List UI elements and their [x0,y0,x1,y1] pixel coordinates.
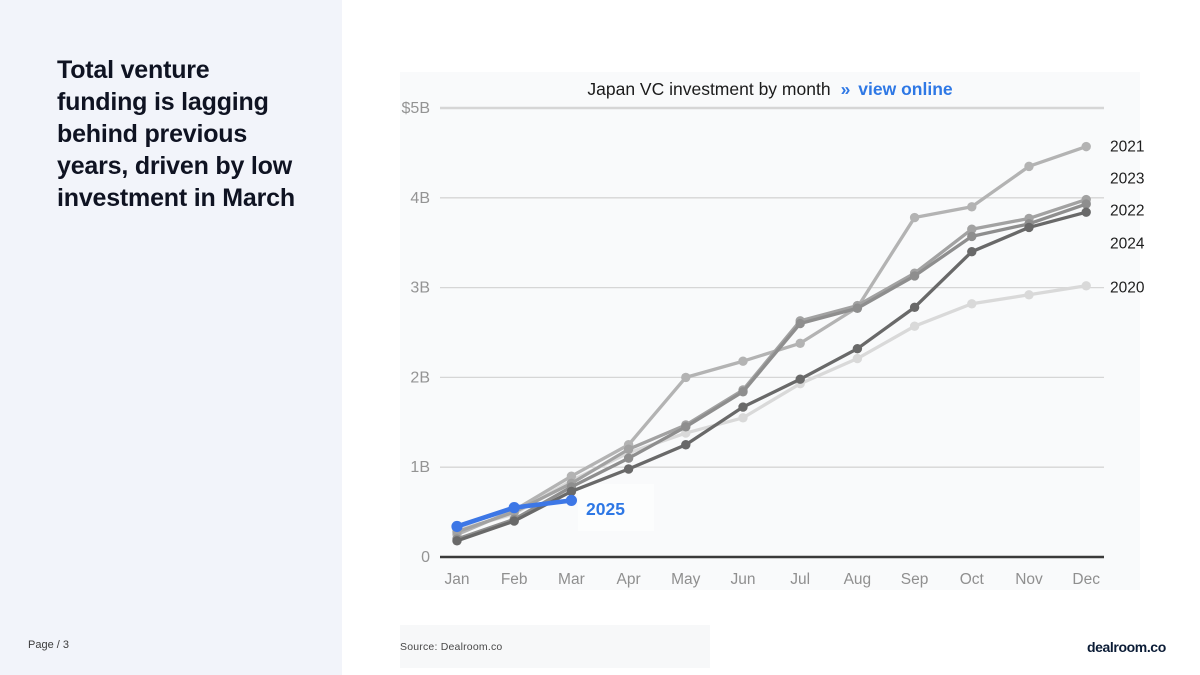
series-label-2020: 2020 [1110,280,1145,297]
series-line-2022 [455,202,1088,541]
page-number: Page / 3 [28,639,69,651]
series-dot-2023 [623,444,634,454]
x-tick-label: Feb [501,571,528,588]
highlight-label-box [578,484,654,531]
series-dot-2021 [566,471,577,481]
x-tick-label: May [671,571,701,588]
series-dot-2024 [1024,222,1034,233]
series-dot-2024 [623,464,634,474]
series-dot-2024 [566,486,577,497]
series-label-2021: 2021 [1110,139,1144,156]
chart-title-text: Japan VC investment by month [587,79,831,99]
series-dot-2020 [1081,281,1091,291]
x-tick-label: Dec [1072,571,1100,588]
series-dot-2024 [1081,207,1091,217]
y-tick-label: 3B [410,280,430,297]
series-dot-2021 [967,202,977,212]
series-label-2023: 2023 [1110,171,1144,188]
series-dot-2023 [967,224,977,234]
x-tick-label: Oct [960,571,985,588]
series-dot-2021 [681,372,691,383]
series-label-2025: 2025 [586,499,625,519]
series-line-2023 [455,197,1088,534]
series-dot-2020 [738,413,748,423]
series-dot-2022 [681,422,691,432]
chart-title: Japan VC investment by month » view online [400,79,1140,100]
series-dot-2022 [738,387,748,397]
y-tick-label: 2B [410,369,430,386]
x-tick-label: Jul [790,571,810,588]
source-attribution: Source: Dealroom.co [400,641,503,653]
series-dot-2025 [451,520,463,533]
series-dot-2020 [909,321,920,331]
y-tick-label: $5B [402,100,430,117]
series-dot-2024 [967,246,977,257]
series-dot-2021 [909,212,920,223]
series-dot-2024 [681,440,691,450]
series-label-2022: 2022 [1110,203,1144,220]
source-strip-background [400,625,710,668]
series-dot-2022 [1081,199,1091,209]
series-dot-2021 [1024,161,1034,172]
series-dot-2024 [452,536,462,546]
x-tick-label: Nov [1015,571,1043,588]
series-dot-2022 [852,303,863,313]
dealroom-logo: dealroom.co [1087,639,1166,655]
x-tick-label: Jun [731,571,756,588]
y-tick-label: 1B [410,459,430,476]
x-tick-label: Sep [901,571,929,588]
series-dot-2020 [1024,290,1034,300]
series-dot-2025 [508,502,520,514]
series-dot-2022 [967,231,977,242]
y-tick-label: 0 [421,549,430,566]
series-line-2021 [455,144,1088,537]
series-dot-2024 [852,343,863,354]
chevron-right-icon: » [840,79,851,99]
series-label-2024: 2024 [1110,236,1145,253]
x-tick-label: Mar [558,571,585,588]
series-dot-2020 [967,299,977,309]
y-tick-label: 4B [410,190,430,207]
view-online-link[interactable]: view online [858,79,953,99]
x-tick-label: Jan [445,571,470,588]
series-dot-2020 [852,353,863,364]
series-dot-2024 [738,402,748,412]
series-dot-2024 [509,516,519,526]
series-dot-2021 [738,356,748,366]
x-tick-label: Aug [844,571,872,588]
series-dot-2022 [795,318,805,329]
series-dot-2024 [795,374,805,384]
series-dot-2025 [565,494,578,507]
series-dot-2022 [623,453,634,463]
series-dot-2021 [795,338,805,348]
x-tick-label: Apr [617,571,641,588]
series-dot-2022 [909,271,920,281]
series-line-2020 [455,284,1088,532]
series-line-2024 [455,210,1088,543]
series-dot-2024 [909,302,920,313]
slide-headline: Total venture funding is lagging behind … [57,56,295,212]
series-dot-2021 [1081,141,1091,152]
sidebar: Total venture funding is lagging behind … [0,0,342,675]
